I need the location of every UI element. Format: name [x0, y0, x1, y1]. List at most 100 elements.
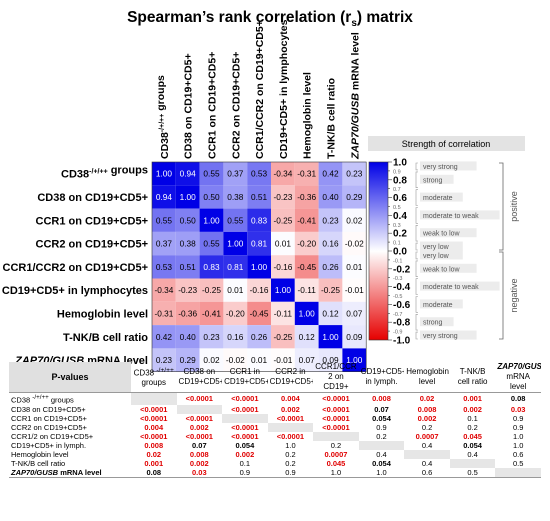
pvalue-cell: 0.008	[144, 440, 164, 450]
strength-label-box	[420, 241, 463, 251]
cell-value-label: 0.83	[203, 262, 220, 272]
row-label: CCR2 on CD19+CD5+	[36, 239, 148, 251]
pvalue-row: Hemoglobin level 0.02 0.008 0.002 0.2 0.0007 0…	[9, 449, 541, 459]
heatmap-cell	[152, 301, 176, 326]
pvalue-column-header: Hemoglobin level	[404, 362, 450, 393]
cell-value-label: -0.23	[178, 285, 197, 295]
heatmap-cell	[199, 325, 224, 349]
pvalue-cell: <0.0001	[140, 404, 168, 414]
heatmap-cell	[271, 301, 295, 326]
cell-value-label: -0.36	[297, 192, 316, 202]
strength-label: moderate	[423, 302, 453, 309]
heatmap-cell	[199, 255, 224, 279]
strength-bracket	[415, 207, 418, 224]
heatmap-cell	[152, 185, 176, 209]
colorbar-tick-label: 0.5	[393, 205, 401, 211]
cell-value-label: 0.16	[227, 332, 244, 342]
heatmap-cell	[175, 162, 200, 186]
column-label: CCR2 on CD19+CD5+	[230, 52, 242, 159]
pvalue-cell: 0.02	[419, 394, 435, 404]
colorbar-tick-label: -0.3	[393, 276, 402, 282]
pvalue-cell: <0.0001	[231, 431, 259, 441]
pvalue-row-label: T-NK/B cell ratio	[11, 458, 66, 468]
heatmap-cell	[223, 301, 248, 326]
heatmap-cell	[271, 208, 295, 232]
pvalue-cell: 0.2	[421, 422, 433, 432]
heatmap-cell	[152, 208, 176, 232]
pvalue-diagonal-cell	[449, 458, 496, 468]
pvalue-row: CD38 on CD19+CD5+ <0.0001 <0.0001 0.002 <0.0…	[9, 404, 541, 414]
column-label: CD38 on CD19+CD5+	[183, 53, 195, 159]
pvalue-diagonal-cell	[358, 440, 405, 450]
column-label: CD38-/+/++ groups	[155, 75, 171, 159]
cell-value-label: -0.45	[297, 262, 316, 272]
cell-value-label: 0.37	[156, 239, 173, 249]
strength-label-box	[420, 317, 454, 327]
pvalue-cell: 0.4	[421, 440, 433, 450]
heatmap-cell	[294, 255, 319, 279]
cell-value-label: 1.00	[322, 332, 339, 342]
pvalue-cell: 0.008	[372, 394, 391, 404]
pvalue-cell: 0.008	[417, 404, 437, 414]
pvalue-row-label: CCR1/2 on CD19+CD5+	[11, 431, 94, 441]
colorbar-tick-label: 0.7	[393, 187, 401, 193]
colorbar-tick-label: 0.3	[393, 223, 401, 229]
pvalue-cell: <0.0001	[185, 431, 213, 441]
row-label: CCR1/CCR2 on CD19+CD5+	[3, 262, 148, 274]
heatmap-cell	[199, 162, 224, 186]
heatmap-cell	[199, 301, 224, 326]
pvalue-diagonal-cell	[131, 392, 177, 405]
pvalue-cell: 0.0007	[415, 431, 439, 441]
cell-value-label: 0.38	[227, 192, 244, 202]
strength-bracket	[415, 171, 418, 188]
pvalue-cell: <0.0001	[276, 413, 305, 423]
heatmap-cell	[175, 325, 200, 349]
pvalue-row: ZAP70/GUSB mRNA level 0.08 0.03 0.9 0.9 1.0 1.…	[9, 467, 541, 478]
heatmap-cell	[294, 208, 319, 232]
heatmap-cell	[199, 278, 224, 302]
strength-bracket	[415, 260, 418, 277]
cell-value-label: 0.51	[180, 262, 197, 272]
heatmap-cell	[271, 255, 295, 279]
cell-value-label: 0.53	[156, 262, 173, 272]
strength-label-box	[420, 250, 463, 260]
heatmap-cell	[223, 208, 248, 232]
cell-value-label: -0.25	[273, 332, 292, 342]
cell-value-label: 0.37	[227, 169, 244, 179]
pvalue-cell: 0.054	[372, 458, 391, 468]
heatmap-cell	[318, 231, 343, 256]
pvalue-cell: 0.054	[463, 440, 482, 450]
strength-bracket	[415, 225, 418, 242]
heatmap-cell	[247, 278, 271, 302]
pvalue-cell: 0.0007	[324, 449, 348, 459]
heatmap-cell	[247, 301, 271, 326]
cell-value-label: 0.16	[322, 239, 339, 249]
heatmap-cell	[294, 278, 319, 302]
heatmap-cell	[342, 325, 367, 349]
pvalue-cell: <0.0001	[231, 422, 259, 432]
pvalue-cell: 0.4	[467, 449, 478, 459]
heatmap-cell	[152, 278, 176, 302]
pvalue-diagonal-cell	[222, 413, 268, 423]
pvalue-cell: 0.02	[146, 449, 162, 459]
column-label: ZAP70/GUSB mRNA level	[349, 32, 361, 160]
pvalue-column-header: CD38 -/+/++ groups	[131, 362, 177, 393]
pvalue-row: CCR1 on CD19+CD5+ <0.0001 <0.0001 <0.0001 <0…	[9, 413, 541, 423]
pvalue-cell: 0.03	[510, 404, 526, 414]
colorbar-tick-label: -0.6	[393, 300, 411, 311]
pvalue-cell: 0.045	[326, 458, 346, 468]
cell-value-label: 0.94	[180, 169, 197, 179]
column-labels: CD38-/+/++ groups CD38 on CD19+CD5+ CCR1 o…	[155, 19, 361, 160]
heatmap-cell	[318, 162, 343, 186]
colorbar-tick-label: -0.4	[393, 282, 411, 293]
cell-value-label: 0.09	[322, 355, 339, 365]
heatmap-cell	[294, 162, 319, 186]
pvalue-cell: 0.08	[510, 394, 526, 404]
sign-bracket	[499, 162, 504, 251]
cell-value-label: -0.02	[226, 355, 245, 365]
colorbar-tick-label: 1.0	[393, 158, 407, 169]
cell-value-label: -0.23	[273, 192, 292, 202]
heatmap-cell	[318, 185, 343, 209]
pvalue-column-header: CD38 on CD19+CD5+	[176, 362, 223, 393]
